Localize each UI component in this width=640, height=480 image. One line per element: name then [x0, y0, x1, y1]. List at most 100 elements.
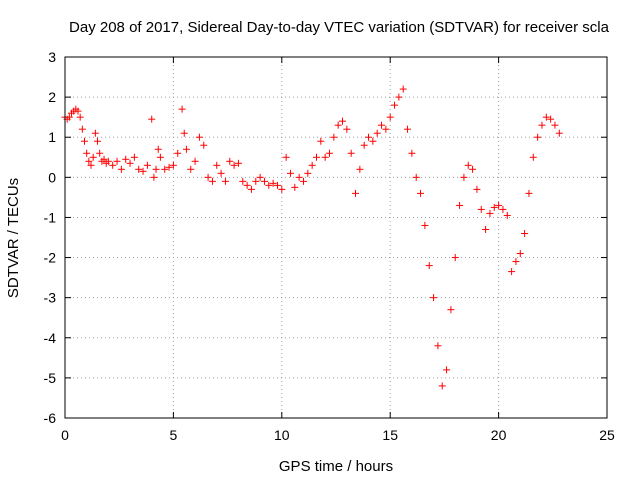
- data-point: [286, 169, 294, 177]
- data-point: [460, 173, 468, 181]
- y-tick-label: -2: [44, 250, 57, 266]
- data-point: [89, 153, 97, 161]
- data-point: [443, 366, 451, 374]
- data-point: [412, 173, 420, 181]
- data-point: [347, 149, 355, 157]
- data-point: [304, 169, 312, 177]
- data-point: [503, 211, 511, 219]
- data-point: [243, 181, 251, 189]
- data-point: [399, 85, 407, 93]
- y-tick-label: -4: [44, 330, 57, 346]
- data-point: [178, 105, 186, 113]
- data-point: [135, 165, 143, 173]
- data-point: [213, 161, 221, 169]
- data-point: [161, 165, 169, 173]
- data-point: [165, 163, 173, 171]
- data-point: [334, 121, 342, 129]
- data-point: [456, 201, 464, 209]
- data-point: [117, 165, 125, 173]
- data-point: [404, 125, 412, 133]
- data-point: [104, 157, 112, 165]
- data-point: [148, 115, 156, 123]
- data-point: [395, 93, 403, 101]
- y-tick-label: 3: [48, 49, 56, 65]
- data-point: [343, 125, 351, 133]
- x-tick-label: 15: [382, 427, 398, 443]
- data-point: [365, 133, 373, 141]
- data-point: [65, 113, 73, 121]
- data-point: [169, 161, 177, 169]
- data-point: [521, 229, 529, 237]
- data-point: [386, 113, 394, 121]
- data-point: [278, 185, 286, 193]
- y-tick-label: 2: [48, 89, 56, 105]
- y-tick-label: 0: [48, 169, 56, 185]
- data-point: [438, 382, 446, 390]
- data-point: [113, 157, 121, 165]
- data-point: [330, 133, 338, 141]
- data-point: [260, 177, 268, 185]
- x-tick-label: 0: [61, 427, 69, 443]
- data-point: [100, 155, 108, 163]
- data-point: [154, 145, 162, 153]
- data-point: [200, 141, 208, 149]
- data-point: [512, 258, 520, 266]
- data-point: [464, 161, 472, 169]
- data-point: [382, 125, 390, 133]
- data-point: [369, 137, 377, 145]
- data-point: [356, 165, 364, 173]
- data-point: [317, 137, 325, 145]
- x-tick-label: 5: [170, 427, 178, 443]
- data-point: [529, 153, 537, 161]
- data-point: [126, 159, 134, 167]
- data-point: [469, 165, 477, 173]
- data-point: [321, 153, 329, 161]
- data-point: [208, 177, 216, 185]
- grid: [65, 57, 607, 418]
- data-point: [81, 137, 89, 145]
- data-point: [555, 129, 563, 137]
- y-tick-label: -3: [44, 290, 57, 306]
- data-point: [421, 221, 429, 229]
- data-point: [360, 141, 368, 149]
- data-point: [425, 262, 433, 270]
- data-point: [408, 149, 416, 157]
- data-point: [74, 107, 82, 115]
- data-point: [247, 185, 255, 193]
- chart-title: Day 208 of 2017, Sidereal Day-to-day VTE…: [69, 19, 610, 36]
- data-point: [352, 189, 360, 197]
- data-point: [217, 169, 225, 177]
- data-point: [187, 165, 195, 173]
- data-point: [150, 173, 158, 181]
- data-point: [85, 157, 93, 165]
- plot-frame: [64, 56, 608, 419]
- data-point: [495, 201, 503, 209]
- data-point: [551, 121, 559, 129]
- data-point: [174, 149, 182, 157]
- y-tick-label: -5: [44, 370, 57, 386]
- data-point: [339, 117, 347, 125]
- data-point: [477, 205, 485, 213]
- x-axis-label: GPS time / hours: [279, 458, 393, 475]
- data-point: [291, 183, 299, 191]
- data-point: [547, 115, 555, 123]
- data-point: [180, 129, 188, 137]
- data-point: [430, 294, 438, 302]
- data-point: [252, 177, 260, 185]
- data-point: [534, 133, 542, 141]
- data-point: [191, 157, 199, 165]
- data-point: [226, 157, 234, 165]
- data-point: [96, 149, 104, 157]
- data-point: [499, 205, 507, 213]
- data-point: [295, 173, 303, 181]
- x-tick-label: 20: [491, 427, 507, 443]
- y-axis-label: SDTVAR / TECUs: [5, 178, 22, 298]
- y-tick-label: -6: [44, 410, 57, 426]
- data-point: [94, 137, 102, 145]
- axis-ticks: -6 -5 -4 -3 -2 -1 0 1 2 3 0 5 10 15 20 25: [44, 49, 615, 443]
- data-point: [486, 209, 494, 217]
- data-point: [83, 149, 91, 157]
- data-point: [391, 101, 399, 109]
- data-point: [508, 268, 516, 276]
- data-point: [525, 189, 533, 197]
